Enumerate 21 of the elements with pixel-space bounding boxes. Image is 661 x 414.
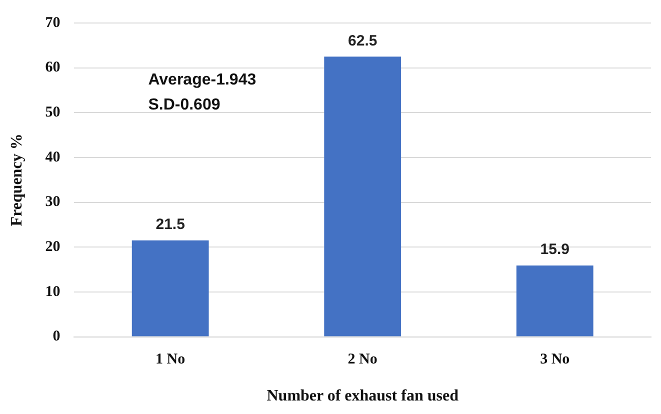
y-axis-title: Frequency % [8, 134, 26, 226]
y-tick-label: 10 [45, 284, 60, 300]
bar [324, 56, 402, 336]
annotation: S.D-0.609 [148, 96, 220, 114]
y-tick-label: 50 [45, 104, 60, 121]
y-tick-label: 60 [45, 60, 60, 76]
y-tick-label: 70 [45, 14, 60, 31]
data-label: 15.9 [540, 241, 570, 258]
data-label: 21.5 [156, 216, 185, 234]
x-axis-title: Number of exhaust fan used [266, 388, 459, 405]
bar [516, 266, 594, 336]
x-tick-label: 1 No [156, 352, 186, 368]
y-tick-label: 40 [45, 149, 60, 166]
x-tick-label: 3 No [540, 352, 570, 368]
bar [132, 240, 209, 336]
data-label: 62.5 [348, 32, 378, 50]
y-tick-label: 30 [45, 194, 60, 210]
y-tick-label: 20 [45, 239, 60, 256]
y-tick-label: 0 [52, 328, 60, 345]
x-tick-label: 2 No [348, 352, 378, 368]
annotation: Average-1.943 [148, 71, 256, 88]
